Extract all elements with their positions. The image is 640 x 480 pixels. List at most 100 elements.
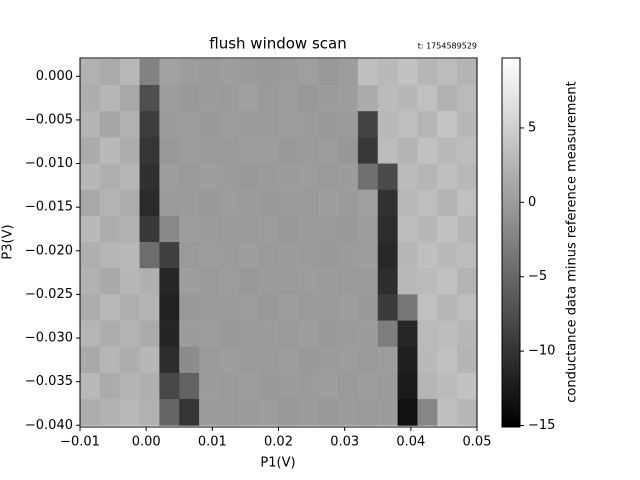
heatmap-cell (417, 163, 438, 191)
heatmap-cell (218, 294, 240, 322)
heatmap-cell (338, 268, 359, 295)
heatmap-cell (298, 268, 319, 295)
heatmap-cell (338, 320, 359, 348)
heatmap-cell (119, 320, 141, 348)
colorbar (501, 57, 521, 428)
heatmap-cell (218, 346, 240, 374)
heatmap-cell (159, 58, 180, 86)
heatmap-cell (357, 372, 379, 400)
heatmap-cell (298, 58, 319, 86)
heatmap-cell (397, 399, 418, 426)
heatmap-cell (457, 320, 478, 348)
heatmap-cell (318, 111, 339, 138)
heatmap-cell (377, 85, 399, 112)
colorbar-tick-label: −15 (528, 418, 555, 433)
y-tick-label: −0.020 (25, 243, 73, 258)
heatmap-cell (278, 163, 299, 191)
heatmap-cell (417, 137, 438, 165)
heatmap-cell (377, 215, 399, 243)
heatmap-cell (417, 58, 438, 86)
heatmap-cell (318, 372, 339, 400)
heatmap-cell (179, 189, 200, 217)
heatmap-cell (80, 137, 101, 165)
heatmap-cell (218, 320, 240, 348)
heatmap-cell (238, 189, 260, 217)
heatmap-cell (437, 163, 458, 191)
heatmap-cell (298, 111, 319, 138)
heatmap-cell (179, 294, 200, 322)
heatmap-cell (218, 163, 240, 191)
heatmap-cell (278, 320, 299, 348)
heatmap-cell (377, 163, 399, 191)
heatmap-cell (258, 294, 279, 322)
colorbar-tick-label: 5 (528, 120, 536, 135)
heatmap-cell (357, 111, 379, 138)
heatmap-cell (437, 372, 458, 400)
heatmap-cell (99, 268, 121, 295)
colorbar-label: conductance data minus reference measure… (565, 81, 580, 403)
heatmap-cell (218, 189, 240, 217)
heatmap-cell (80, 163, 101, 191)
heatmap-cell (338, 189, 359, 217)
heatmap-cell (159, 372, 180, 400)
heatmap-cell (338, 399, 359, 426)
heatmap-cell (179, 399, 200, 426)
heatmap-cell (238, 85, 260, 112)
heatmap-cell (338, 294, 359, 322)
heatmap-cell (457, 85, 478, 112)
heatmap-cell (278, 111, 299, 138)
heatmap-cell (417, 372, 438, 400)
heatmap-cell (397, 320, 418, 348)
heatmap-cell (457, 294, 478, 322)
heatmap-cell (218, 137, 240, 165)
heatmap-cell (258, 137, 279, 165)
heatmap-cell (199, 372, 220, 400)
heatmap-cell (298, 320, 319, 348)
heatmap-cell (159, 163, 180, 191)
heatmap-cell (139, 268, 160, 295)
heatmap-cell (179, 111, 200, 138)
y-tick-label: 0.000 (36, 69, 73, 84)
heatmap-cell (338, 242, 359, 269)
heatmap-cell (258, 85, 279, 112)
heatmap-cell (199, 85, 220, 112)
heatmap-cell (179, 268, 200, 295)
heatmap-cell (80, 268, 101, 295)
heatmap-cell (278, 58, 299, 86)
heatmap-cell (298, 85, 319, 112)
heatmap-cell (80, 215, 101, 243)
heatmap-cell (298, 163, 319, 191)
heatmap-cell (218, 399, 240, 426)
heatmap-cell (338, 346, 359, 374)
heatmap-cell (179, 163, 200, 191)
heatmap-cell (338, 163, 359, 191)
heatmap-cell (179, 58, 200, 86)
y-tick-label: −0.030 (25, 331, 73, 346)
heatmap-cell (119, 85, 141, 112)
heatmap-cell (417, 242, 438, 269)
heatmap-cell (397, 189, 418, 217)
heatmap-cell (218, 215, 240, 243)
heatmap-cell (357, 399, 379, 426)
heatmap-cell (199, 189, 220, 217)
heatmap-cell (119, 242, 141, 269)
heatmap-cell (238, 320, 260, 348)
heatmap-cell (397, 294, 418, 322)
heatmap-cell (298, 242, 319, 269)
heatmap-cell (338, 58, 359, 86)
heatmap-cell (199, 268, 220, 295)
heatmap-cell (119, 189, 141, 217)
timestamp: t: 1754589529 (418, 42, 477, 51)
x-axis-label: P1(V) (260, 456, 295, 471)
heatmap-cell (377, 189, 399, 217)
heatmap-cell (318, 399, 339, 426)
chart-title: flush window scan (209, 35, 346, 53)
heatmap-cell (298, 137, 319, 165)
heatmap-cell (417, 320, 438, 348)
heatmap-cell (457, 111, 478, 138)
heatmap-cell (218, 372, 240, 400)
heatmap-cell (278, 346, 299, 374)
heatmap-cell (139, 242, 160, 269)
heatmap-cell (159, 111, 180, 138)
heatmap-cell (318, 294, 339, 322)
